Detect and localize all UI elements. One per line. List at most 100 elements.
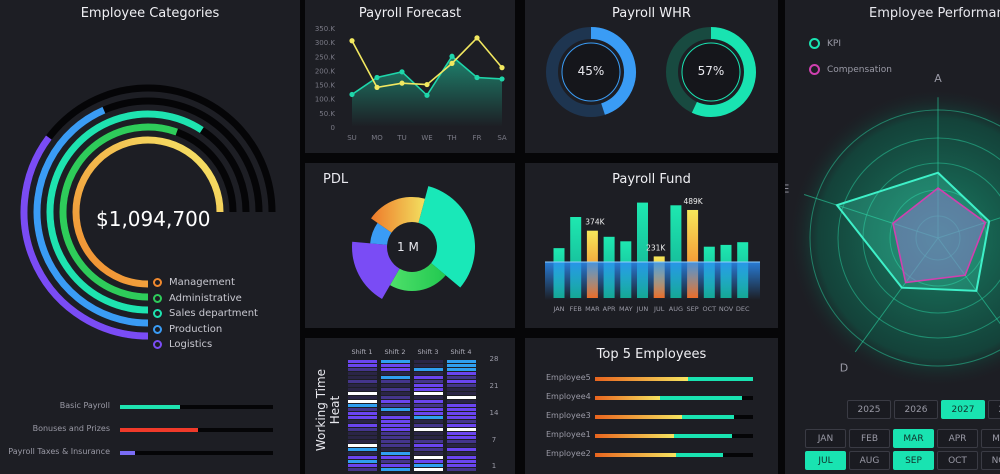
- employee-bar: [595, 453, 753, 457]
- pdl-segment-teal: [418, 186, 475, 288]
- data-label: 489K: [683, 197, 703, 206]
- total-value: $1,094,700: [96, 207, 211, 231]
- employee-bar: [595, 396, 753, 400]
- x-tick: JUN: [636, 305, 649, 313]
- heat-cell: [381, 444, 410, 447]
- bar-total: [595, 396, 742, 400]
- legend-item[interactable]: Management: [153, 277, 235, 288]
- month-button-may[interactable]: MAY: [981, 429, 1000, 448]
- heat-cell: [381, 372, 410, 375]
- heat-cell: [348, 460, 377, 463]
- legend-item[interactable]: Production: [153, 324, 222, 335]
- y-tick: 14: [490, 409, 499, 417]
- bar-warm: [595, 453, 676, 457]
- heat-cell: [447, 372, 476, 375]
- heat-cell: [381, 416, 410, 419]
- heat-cell: [414, 368, 443, 371]
- bar-warm: [595, 396, 660, 400]
- data-point: [374, 84, 380, 90]
- heat-cell: [447, 464, 476, 467]
- panel-title: Employee Performance: [869, 6, 1000, 21]
- heat-cell: [348, 360, 377, 363]
- progress-fill: [120, 451, 136, 455]
- heat-cell: [381, 452, 410, 455]
- arc-sales-department: [46, 110, 204, 314]
- y-tick: 200.K: [315, 67, 336, 75]
- year-button-2028[interactable]: 2028: [988, 400, 1000, 419]
- bar-aug: [670, 205, 682, 298]
- heat-cell: [348, 380, 377, 383]
- bar-feb: [570, 217, 582, 298]
- heat-cell: [447, 440, 476, 443]
- month-button-jul[interactable]: JUL: [805, 451, 846, 470]
- year-button-2025[interactable]: 2025: [847, 400, 891, 419]
- heat-cell: [414, 456, 443, 459]
- y-tick: 300.K: [315, 39, 336, 47]
- year-button-2026[interactable]: 2026: [894, 400, 938, 419]
- x-tick: FR: [473, 134, 482, 142]
- month-button-apr[interactable]: APR: [937, 429, 978, 448]
- heat-cell: [348, 364, 377, 367]
- heat-cell: [348, 428, 377, 431]
- pdl-panel: PDL 1 M: [305, 163, 515, 328]
- month-button-nov[interactable]: NOV: [981, 451, 1000, 470]
- employee-bar: [595, 434, 753, 438]
- heat-cell: [414, 464, 443, 467]
- heat-cell: [381, 408, 410, 411]
- y-tick: 0: [331, 124, 335, 132]
- arc-administrative: [59, 123, 178, 301]
- year-button-2027[interactable]: 2027: [941, 400, 985, 419]
- heat-cell: [381, 428, 410, 431]
- heat-cell: [414, 416, 443, 419]
- progress-fill: [120, 428, 199, 432]
- employee-label: Employee2: [546, 449, 591, 458]
- month-button-mar[interactable]: MAR: [893, 429, 934, 448]
- heat-cell: [348, 440, 377, 443]
- heat-cell: [348, 464, 377, 467]
- panel-title: Employee Categories: [80, 6, 220, 21]
- month-button-sep[interactable]: SEP: [893, 451, 934, 470]
- legend-item[interactable]: Administrative: [153, 293, 242, 304]
- heat-cell: [447, 424, 476, 427]
- heat-cell: [414, 412, 443, 415]
- heat-cell: [447, 364, 476, 367]
- x-tick: MAY: [619, 305, 633, 313]
- legend-item[interactable]: Logistics: [153, 339, 212, 350]
- y-tick: 100.K: [315, 96, 336, 104]
- bar-sep: [687, 209, 699, 298]
- heat-cell: [447, 380, 476, 383]
- donut-inner-ring: [561, 42, 621, 102]
- heat-cell: [414, 404, 443, 407]
- heat-cell: [447, 384, 476, 387]
- donut-inner-ring: [681, 42, 741, 102]
- bar-jun: [637, 202, 648, 298]
- legend-ring-icon: [809, 38, 820, 49]
- legend-item[interactable]: Compensation: [809, 64, 892, 75]
- legend-item[interactable]: KPI: [809, 38, 841, 49]
- progress-bar: [120, 405, 273, 409]
- shift-label: Shift 1: [352, 348, 373, 356]
- payroll-forecast-panel: Payroll Forecast 350.K 300.K 250.K 200.K 150…: [305, 0, 515, 153]
- data-label: 374K: [585, 218, 605, 227]
- heat-cell: [381, 436, 410, 439]
- heat-cell: [414, 440, 443, 443]
- bar-warm: [595, 415, 682, 419]
- shift-label: Shift 4: [451, 348, 472, 356]
- heat-cell: [447, 388, 476, 391]
- heat-cell: [447, 452, 476, 455]
- bar-warm: [595, 377, 689, 381]
- whr-donuts: [546, 27, 756, 117]
- data-point: [499, 76, 505, 82]
- heat-cell: [414, 400, 443, 403]
- month-button-oct[interactable]: OCT: [937, 451, 978, 470]
- employee-label: Employee4: [546, 392, 591, 401]
- month-button-feb[interactable]: FEB: [849, 429, 890, 448]
- pdl-segment-green: [390, 263, 446, 291]
- month-button-aug[interactable]: AUG: [849, 451, 890, 470]
- month-button-jan[interactable]: JAN: [805, 429, 846, 448]
- pdl-segment-orange: [371, 197, 425, 233]
- legend-item[interactable]: Sales department: [153, 308, 258, 319]
- x-tick: TH: [446, 134, 457, 142]
- heat-cell: [414, 372, 443, 375]
